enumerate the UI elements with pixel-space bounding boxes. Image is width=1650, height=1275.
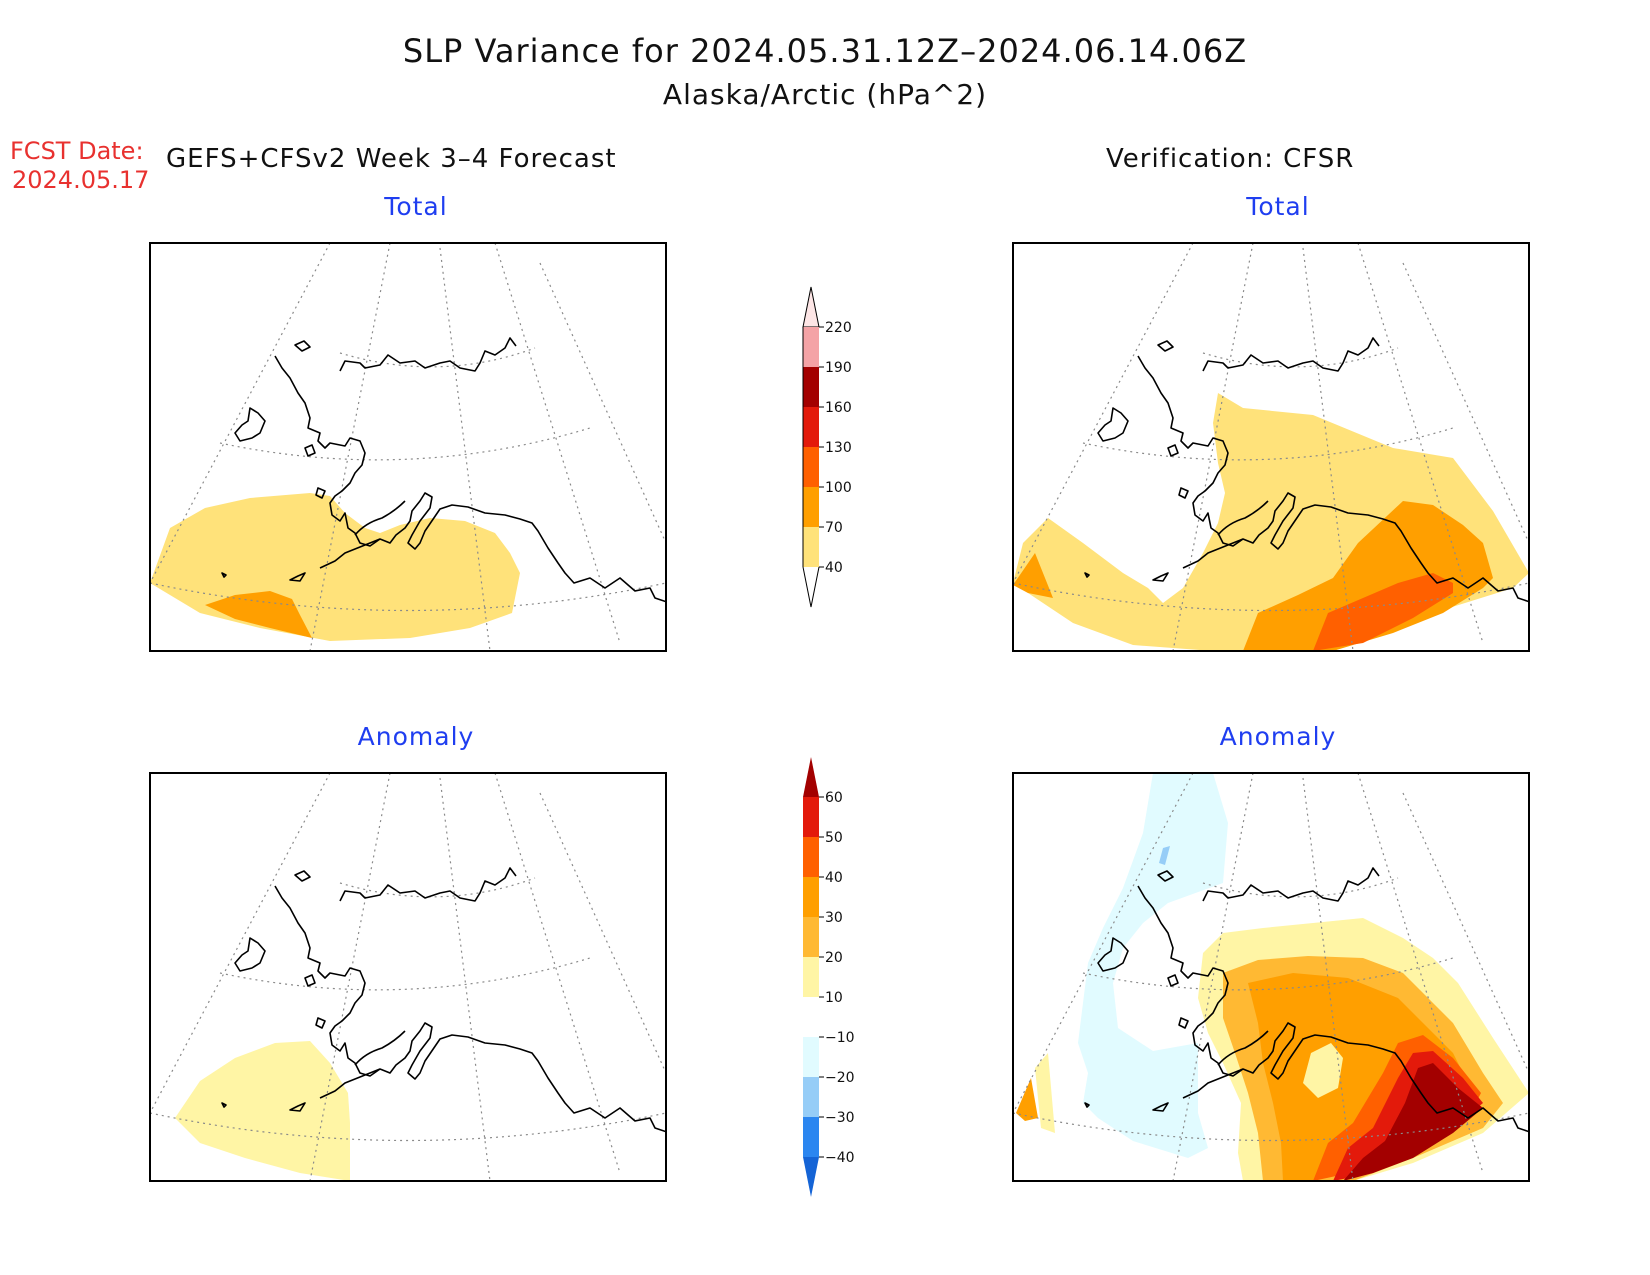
colorbar-box (803, 917, 819, 957)
colorbar-tick-label: 20 (825, 950, 843, 966)
colorbar-tick-label: −10 (825, 1030, 855, 1046)
colorbar-box (803, 527, 819, 567)
colorbar-box (803, 1077, 819, 1117)
forecast-total-title: Total (384, 192, 448, 221)
shade-70-100-region (1013, 553, 1053, 598)
verification-total-frame (1012, 242, 1530, 652)
colorbar-tick-label: 190 (825, 360, 852, 376)
forecast-anomaly-frame (149, 772, 667, 1182)
total-colorbar: 220 190 160 130 100 70 40 (802, 286, 852, 608)
colorbar-tick-label: 100 (825, 480, 852, 496)
colorbar-box (803, 447, 819, 487)
colorbar-tick-label: −20 (825, 1070, 855, 1086)
colorbar-bottom-triangle (802, 566, 820, 608)
colorbar-box (803, 797, 819, 837)
shade-10-20-region (1303, 1043, 1343, 1098)
shade-70-100-region (1243, 501, 1493, 651)
shade-neg20-neg30-region (1159, 846, 1170, 865)
verification-total-title: Total (1246, 192, 1310, 221)
colorbar-tick-label: 130 (825, 440, 852, 456)
colorbar-tick-label: 160 (825, 400, 852, 416)
colorbar-tick-label: 220 (825, 320, 852, 336)
shade-neg10-neg20-region (1078, 773, 1228, 1158)
colorbar-tick-label: 50 (825, 830, 843, 846)
verification-heading: Verification: CFSR (1106, 144, 1355, 174)
colorbar-box (803, 1117, 819, 1157)
forecast-anomaly-map (150, 773, 666, 1181)
verification-total-map (1013, 243, 1529, 651)
colorbar-tick-label: 30 (825, 910, 843, 926)
shade-over-60-region (1343, 1063, 1483, 1181)
colorbar-box (803, 997, 819, 1037)
verification-anomaly-title: Anomaly (1219, 722, 1337, 751)
colorbar-tick-label: −40 (825, 1150, 855, 1166)
fcst-date-value: 2024.05.17 (12, 166, 150, 194)
colorbar-tick-label: 40 (825, 560, 843, 576)
colorbar-tick-label: 70 (825, 520, 843, 536)
colorbar-box (803, 877, 819, 917)
main-title: SLP Variance for 2024.05.31.12Z–2024.06.… (402, 32, 1248, 70)
sub-title: Alaska/Arctic (hPa^2) (662, 78, 988, 111)
colorbar-box (803, 957, 819, 997)
shade-70-100-region (205, 591, 312, 638)
verification-anomaly-frame (1012, 772, 1530, 1182)
shade-10-20-region (175, 1041, 350, 1181)
shade-100-130-region (1313, 573, 1453, 651)
colorbar-box (803, 837, 819, 877)
colorbar-box (803, 407, 819, 447)
forecast-heading: GEFS+CFSv2 Week 3–4 Forecast (166, 144, 617, 174)
colorbar-tick-label: 60 (825, 790, 843, 806)
colorbar-tick-label: −30 (825, 1110, 855, 1126)
verification-anomaly-map (1013, 773, 1529, 1181)
colorbar-box (803, 367, 819, 407)
colorbar-box (803, 1037, 819, 1077)
forecast-anomaly-title: Anomaly (357, 722, 475, 751)
shade-10-20-region (1035, 1053, 1055, 1133)
anomaly-colorbar: 60 50 40 30 20 10 −10 −20 −30 −40 (803, 757, 855, 1197)
colorbar-tick-label: 40 (825, 870, 843, 886)
fcst-date-label: FCST Date: (10, 137, 144, 165)
colorbar-top-triangle (802, 286, 820, 328)
colorbar-bottom-triangle (803, 1157, 819, 1197)
forecast-total-frame (149, 242, 667, 652)
colorbar-box (803, 487, 819, 527)
colorbar-box (803, 327, 819, 367)
shade-30-40-region (1016, 1078, 1038, 1121)
forecast-total-map (150, 243, 666, 651)
colorbar-top-triangle (803, 757, 819, 797)
colorbar-tick-label: 10 (825, 990, 843, 1006)
shade-40-70-region (150, 493, 520, 641)
